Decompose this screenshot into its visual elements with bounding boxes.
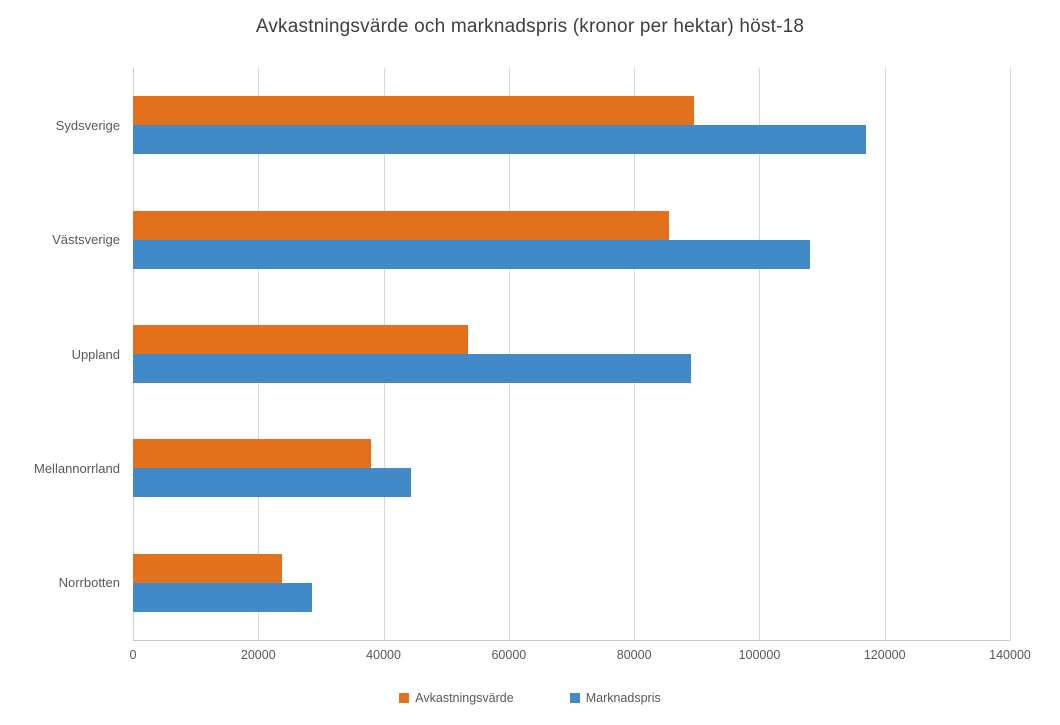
bar-marknadspris [133, 239, 810, 269]
category-row [133, 297, 1010, 411]
category-label: Sydsverige [55, 117, 120, 133]
bar-avkastningsvarde [133, 210, 669, 240]
x-tick-label: 100000 [738, 648, 781, 662]
bar-avkastningsvarde [133, 96, 694, 126]
bar-marknadspris [133, 125, 866, 155]
gridline [759, 68, 761, 640]
category-label: Västsverige [52, 232, 120, 248]
x-tick-label: 60000 [491, 648, 527, 662]
x-axis-ticks: 0 20000 40000 60000 80000 100000 120000 140000 [129, 648, 1031, 664]
category-label: Norrbotten [58, 575, 120, 591]
x-tick-label: 80000 [616, 648, 652, 662]
category-row [133, 68, 1010, 182]
legend-item-marknadspris: Marknadspris [569, 691, 661, 705]
legend-swatch-marknadspris [569, 693, 580, 703]
legend-swatch-avkastningsvarde [399, 693, 410, 703]
bar-avkastningsvarde [133, 553, 283, 583]
gridline [1010, 68, 1011, 640]
bar-avkastningsvarde [133, 439, 372, 469]
category-label: Mellannorrland [34, 460, 120, 476]
x-tick-label: 40000 [366, 648, 401, 662]
gridline [508, 68, 510, 640]
x-tick-label: 120000 [863, 648, 906, 662]
legend: Avkastningsvärde Marknadspris [0, 691, 1060, 705]
x-tick-label: 140000 [989, 648, 1031, 662]
chart-title: Avkastningsvärde och marknadspris (krono… [255, 16, 805, 37]
gridline [884, 68, 886, 640]
bar-avkastningsvarde [133, 325, 469, 355]
legend-label: Marknadspris [585, 691, 661, 705]
bar-marknadspris [133, 354, 691, 384]
x-tick-label: 0 [129, 648, 137, 662]
category-row [133, 526, 1010, 640]
category-row [133, 182, 1010, 296]
legend-label: Avkastningsvärde [415, 691, 514, 705]
category-labels: Sydsverige Västsverige Uppland Mellannorrla… [0, 68, 120, 640]
bar-marknadspris [133, 582, 312, 612]
x-tick-label: 20000 [240, 648, 276, 662]
category-label: Uppland [71, 346, 120, 362]
legend-item-avkastningsvarde: Avkastningsvärde [399, 691, 514, 705]
bar-marknadspris [133, 468, 411, 498]
category-row [133, 411, 1010, 525]
gridline [634, 68, 636, 640]
plot-area [133, 68, 1011, 641]
bar-rows [133, 68, 1010, 640]
